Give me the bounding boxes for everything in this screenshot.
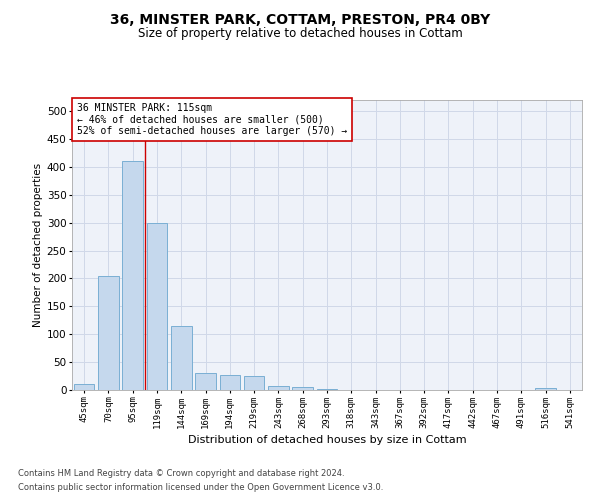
Text: 36 MINSTER PARK: 115sqm
← 46% of detached houses are smaller (500)
52% of semi-d: 36 MINSTER PARK: 115sqm ← 46% of detache… — [77, 103, 347, 136]
Bar — [171, 326, 191, 390]
Text: Contains HM Land Registry data © Crown copyright and database right 2024.: Contains HM Land Registry data © Crown c… — [18, 468, 344, 477]
Bar — [244, 376, 265, 390]
Bar — [535, 388, 556, 390]
Bar — [122, 162, 143, 390]
Bar — [317, 389, 337, 390]
Text: Contains public sector information licensed under the Open Government Licence v3: Contains public sector information licen… — [18, 484, 383, 492]
Bar — [220, 375, 240, 390]
Bar — [98, 276, 119, 390]
Bar — [74, 384, 94, 390]
Bar — [292, 387, 313, 390]
Bar — [268, 386, 289, 390]
X-axis label: Distribution of detached houses by size in Cottam: Distribution of detached houses by size … — [188, 434, 466, 445]
Bar — [146, 222, 167, 390]
Text: 36, MINSTER PARK, COTTAM, PRESTON, PR4 0BY: 36, MINSTER PARK, COTTAM, PRESTON, PR4 0… — [110, 12, 490, 26]
Bar — [195, 374, 216, 390]
Y-axis label: Number of detached properties: Number of detached properties — [32, 163, 43, 327]
Text: Size of property relative to detached houses in Cottam: Size of property relative to detached ho… — [137, 28, 463, 40]
